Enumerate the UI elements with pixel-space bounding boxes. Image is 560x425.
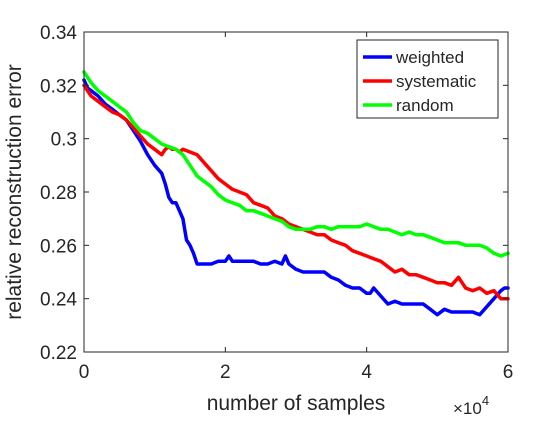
series-line-random: [82, 70, 510, 258]
legend-label-random: random: [396, 96, 454, 115]
y-tick-label: 0.32: [40, 76, 77, 97]
legend-label-systematic: systematic: [396, 72, 477, 91]
x-tick-label: 6: [503, 362, 514, 383]
y-tick-label: 0.3: [51, 130, 77, 151]
series-line-systematic: [82, 83, 510, 301]
y-tick-label: 0.34: [40, 23, 77, 44]
series-layer: [82, 70, 510, 317]
x-axis-exponent-base: ×10: [453, 399, 482, 418]
x-axis-exponent: ×104: [453, 393, 489, 418]
y-tick-label: 0.22: [40, 343, 77, 364]
series-line-weighted: [82, 78, 510, 317]
legend: weighted systematic random: [356, 39, 499, 119]
x-axis: 0 2 4 6: [79, 32, 514, 383]
y-axis-label: relative reconstruction error: [3, 64, 26, 320]
x-axis-exponent-power: 4: [482, 393, 489, 408]
x-tick-label: 4: [361, 362, 372, 383]
y-tick-label: 0.24: [40, 290, 77, 311]
legend-label-weighted: weighted: [395, 48, 464, 67]
y-axis: 0.22 0.24 0.26 0.28 0.3 0.32 0.34: [40, 23, 508, 364]
x-tick-label: 0: [79, 362, 90, 383]
x-tick-label: 2: [220, 362, 231, 383]
y-tick-label: 0.26: [40, 236, 77, 257]
y-tick-label: 0.28: [40, 183, 77, 204]
x-axis-label: number of samples: [207, 392, 386, 415]
